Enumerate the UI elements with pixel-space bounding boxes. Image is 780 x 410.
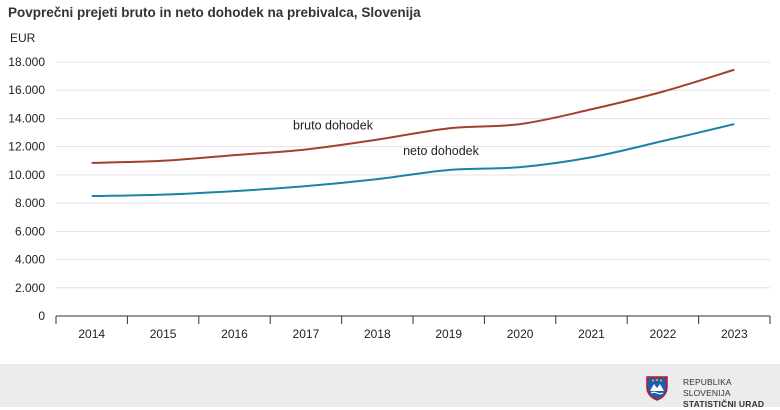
y-tick-label: 16.000 [8, 83, 45, 97]
data-point-bruto-dohodek [447, 127, 450, 130]
data-point-bruto-dohodek [162, 159, 165, 162]
chart-title: Povprečni prejeti bruto in neto dohodek … [8, 5, 421, 20]
slovenia-coat-of-arms-icon [646, 376, 668, 401]
data-point-bruto-dohodek [661, 90, 664, 93]
data-point-neto-dohodek [661, 140, 664, 143]
data-point-neto-dohodek [304, 185, 307, 188]
data-point-bruto-dohodek [90, 161, 93, 164]
data-point-neto-dohodek [233, 190, 236, 193]
x-tick-label: 2014 [78, 327, 105, 341]
data-point-neto-dohodek [590, 156, 593, 159]
data-point-bruto-dohodek [590, 108, 593, 111]
y-tick-label: 2.000 [15, 281, 45, 295]
data-point-neto-dohodek [162, 193, 165, 196]
grid-lines [56, 61, 770, 317]
footer-org-name: REPUBLIKA SLOVENIJA STATISTIČNI URAD [683, 377, 780, 410]
data-point-bruto-dohodek [519, 123, 522, 126]
series-lines: bruto dohodek neto dohodek [90, 68, 736, 198]
y-tick-label: 8.000 [15, 196, 45, 210]
x-tick-label: 2015 [150, 327, 177, 341]
y-axis-unit-label: EUR [10, 31, 36, 45]
series-label-neto-dohodek: neto dohodek [403, 144, 480, 158]
data-point-neto-dohodek [519, 166, 522, 169]
data-point-neto-dohodek [90, 195, 93, 198]
x-tick-label: 2021 [578, 327, 605, 341]
x-axis-ticks: 2014 2015 2016 2017 2018 2019 2020 2021 2022 2023 [55, 316, 771, 341]
y-tick-label: 4.000 [15, 253, 45, 267]
x-tick-label: 2022 [650, 327, 677, 341]
series-line-bruto-dohodek [91, 68, 735, 164]
y-axis-ticks: 0 2.000 4.000 6.000 8.000 10.000 12.000 14.000 1… [8, 55, 45, 323]
data-point-bruto-dohodek [304, 148, 307, 151]
data-point-bruto-dohodek [376, 138, 379, 141]
x-tick-label: 2018 [364, 327, 391, 341]
y-tick-label: 6.000 [15, 224, 45, 238]
series-label-bruto-dohodek: bruto dohodek [293, 119, 374, 133]
data-point-bruto-dohodek [733, 68, 736, 71]
footer-line-2: STATISTIČNI URAD [683, 399, 765, 409]
x-tick-label: 2016 [221, 327, 248, 341]
series-line-neto-dohodek [91, 123, 735, 198]
footer: REPUBLIKA SLOVENIJA STATISTIČNI URAD [0, 364, 780, 410]
data-point-neto-dohodek [447, 168, 450, 171]
data-point-neto-dohodek [733, 123, 736, 126]
y-tick-label: 12.000 [8, 140, 45, 154]
data-point-bruto-dohodek [233, 154, 236, 157]
y-tick-label: 14.000 [8, 111, 45, 125]
y-tick-label: 0 [38, 309, 45, 323]
y-tick-label: 18.000 [8, 55, 45, 69]
data-point-neto-dohodek [376, 178, 379, 181]
footer-line-1: REPUBLIKA SLOVENIJA [683, 377, 732, 398]
x-tick-label: 2019 [435, 327, 462, 341]
y-tick-label: 10.000 [8, 168, 45, 182]
line-chart: EUR 0 2.000 4.000 6.000 8.000 10.000 12.000 14.… [8, 31, 771, 341]
x-tick-label: 2023 [721, 327, 748, 341]
x-tick-label: 2020 [507, 327, 534, 341]
x-tick-label: 2017 [293, 327, 320, 341]
